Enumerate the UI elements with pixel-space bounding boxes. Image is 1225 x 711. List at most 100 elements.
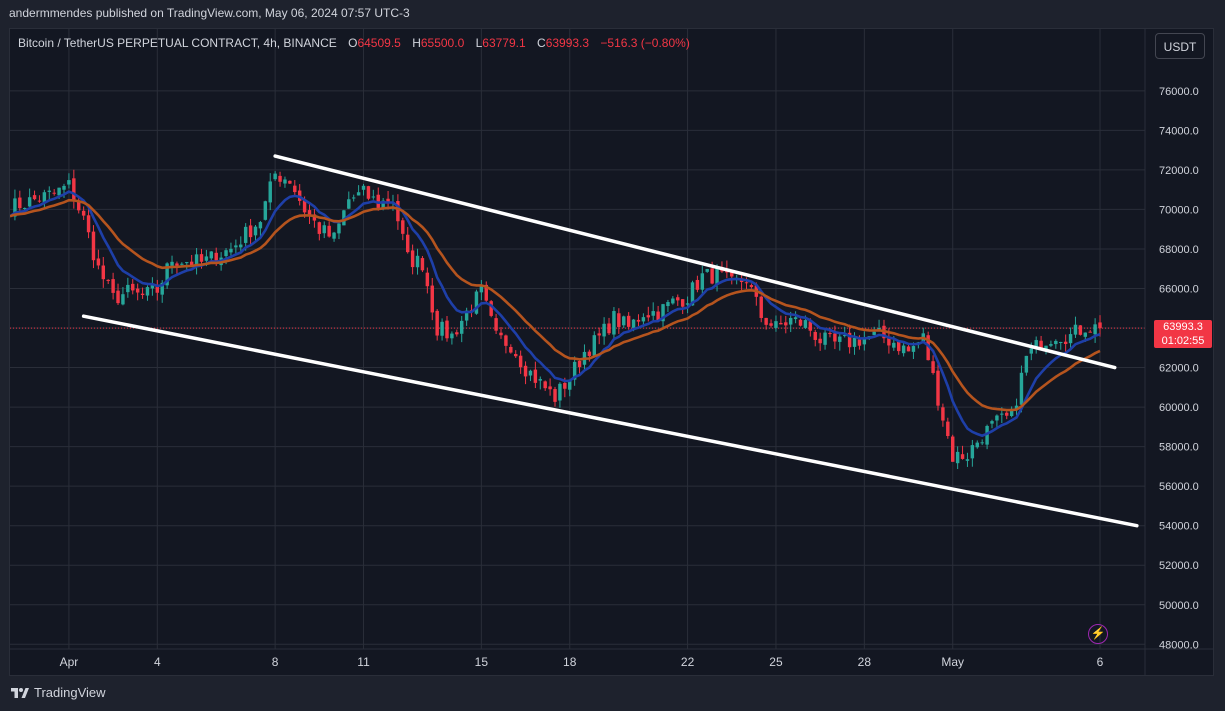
candle xyxy=(941,403,945,427)
candle-body xyxy=(460,320,464,334)
candle-body xyxy=(273,173,277,180)
candle xyxy=(194,248,199,275)
candle-body xyxy=(96,258,101,266)
candle xyxy=(626,312,631,330)
candle-body xyxy=(857,339,862,346)
y-tick-label: 60000.0 xyxy=(1159,402,1199,414)
open-label: O xyxy=(348,36,358,50)
candle xyxy=(955,446,960,470)
candle xyxy=(572,356,577,386)
candle-body xyxy=(396,201,400,222)
candle xyxy=(965,452,970,467)
low-label: L xyxy=(475,36,483,50)
candle xyxy=(189,254,194,267)
candle-body xyxy=(548,386,552,390)
candle-body xyxy=(401,220,405,234)
candle-body xyxy=(464,310,469,321)
candle xyxy=(253,224,258,242)
candle-body xyxy=(533,369,538,383)
candle xyxy=(1059,341,1063,350)
candle xyxy=(347,191,351,210)
last-price-value: 63993.3 xyxy=(1163,321,1203,334)
candle-body xyxy=(474,291,479,314)
candle-body xyxy=(415,255,420,268)
candle-body xyxy=(121,294,125,305)
tradingview-logo-icon xyxy=(11,687,29,698)
candle xyxy=(695,275,700,293)
candle-body xyxy=(641,317,646,322)
candle-body xyxy=(67,180,71,185)
candle xyxy=(936,362,940,411)
candle-body xyxy=(253,226,258,236)
candle xyxy=(646,306,651,322)
candle xyxy=(676,294,680,306)
x-tick-label: 28 xyxy=(858,655,872,669)
candle-body xyxy=(685,303,690,305)
candle-body xyxy=(847,332,852,348)
footer-brand[interactable]: TradingView xyxy=(10,685,106,700)
candle xyxy=(356,185,361,196)
candle-body xyxy=(769,323,773,326)
high-value: 65500.0 xyxy=(420,36,465,50)
candle-body xyxy=(710,268,714,284)
close-value: 63993.3 xyxy=(545,36,590,50)
candle-body xyxy=(106,279,110,281)
candle xyxy=(602,317,606,345)
candle xyxy=(410,244,415,275)
candle xyxy=(464,307,469,326)
candle-body xyxy=(936,370,940,406)
candle xyxy=(533,361,538,389)
candle-body xyxy=(342,210,346,226)
candle-body xyxy=(376,194,380,208)
candle xyxy=(685,296,690,314)
candle xyxy=(479,279,484,301)
candle-body xyxy=(852,337,857,347)
candle xyxy=(1093,318,1097,343)
candle-body xyxy=(52,192,56,194)
candle xyxy=(376,187,380,211)
y-tick-label: 52000.0 xyxy=(1159,560,1199,572)
candle xyxy=(96,249,101,270)
candle-body xyxy=(985,425,989,445)
candle-body xyxy=(229,248,233,253)
candle xyxy=(622,315,626,329)
candle-body xyxy=(887,336,891,346)
candle xyxy=(985,424,989,450)
candle xyxy=(970,439,975,467)
candle xyxy=(126,277,130,298)
candle xyxy=(509,344,513,354)
candle-body xyxy=(337,223,341,234)
x-tick-label: 18 xyxy=(563,655,577,669)
price-axis-bg xyxy=(1145,29,1213,675)
candle xyxy=(523,361,528,385)
candle-body xyxy=(322,225,326,234)
candle xyxy=(518,350,523,374)
candle-body xyxy=(91,231,96,261)
candle-body xyxy=(386,198,390,204)
candle-body xyxy=(288,180,292,184)
candle-body xyxy=(587,351,592,356)
candle xyxy=(47,186,51,201)
candle xyxy=(401,217,405,241)
candle-body xyxy=(504,335,508,346)
candle-body xyxy=(405,234,410,253)
candle xyxy=(145,285,150,301)
chart-area[interactable]: 48000.0 50000.0 52000.0 54000.0 56000.0 58000… xyxy=(9,28,1214,676)
candle-body xyxy=(194,254,199,266)
candle-body xyxy=(450,333,454,339)
candle xyxy=(27,188,32,208)
currency-button[interactable]: USDT xyxy=(1155,33,1205,59)
candle-body xyxy=(558,383,562,401)
candle-body xyxy=(803,320,808,328)
candle-body xyxy=(931,361,935,373)
candle xyxy=(52,189,56,196)
candle-body xyxy=(430,285,434,313)
candle xyxy=(1098,315,1102,337)
candle-body xyxy=(656,311,660,321)
candle-body xyxy=(828,333,832,335)
candle xyxy=(135,283,140,301)
candle-body xyxy=(332,232,336,239)
lightning-icon[interactable]: ⚡ xyxy=(1088,624,1108,644)
price-chart[interactable]: 48000.0 50000.0 52000.0 54000.0 56000.0 58000… xyxy=(10,29,1214,676)
candle-body xyxy=(440,321,444,336)
